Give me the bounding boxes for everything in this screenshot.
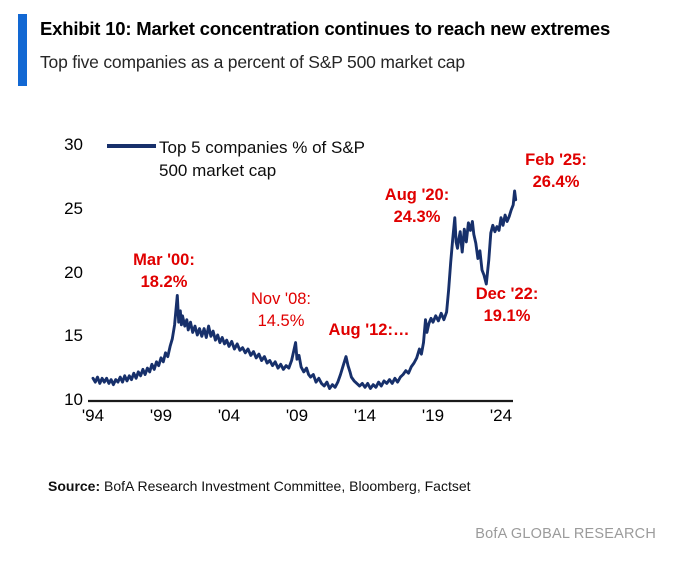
source-label: Source: bbox=[48, 478, 101, 494]
annotation-callout: Nov '08: 14.5% bbox=[250, 290, 312, 330]
y-tick-label: 25 bbox=[64, 198, 83, 218]
y-tick-label: 15 bbox=[64, 326, 83, 346]
y-tick-label: 20 bbox=[64, 262, 83, 282]
x-tick-label: '19 bbox=[421, 406, 445, 425]
annotation-callout: Aug '20: 24.3% bbox=[384, 186, 450, 226]
legend: Top 5 companies % of S&P 500 market cap bbox=[107, 136, 365, 182]
exhibit-accent-bar bbox=[18, 14, 27, 86]
source-text: BofA Research Investment Committee, Bloo… bbox=[100, 478, 471, 494]
series-line bbox=[91, 189, 518, 390]
x-tick-label: '99 bbox=[149, 406, 173, 425]
annotation-callout: Mar '00: 18.2% bbox=[133, 251, 195, 291]
x-tick-label: '09 bbox=[285, 406, 309, 425]
annotation-callout: Feb '25: 26.4% bbox=[525, 151, 587, 191]
exhibit-title: Exhibit 10: Market concentration continu… bbox=[40, 18, 611, 39]
y-tick-label: 10 bbox=[64, 390, 83, 409]
legend-line-sample-icon bbox=[107, 144, 156, 148]
source-note: Source: BofA Research Investment Committ… bbox=[48, 478, 471, 494]
y-tick-label: 30 bbox=[64, 135, 83, 154]
brand-watermark: BofA GLOBAL RESEARCH bbox=[475, 526, 656, 542]
exhibit-subtitle: Top five companies as a percent of S&P 5… bbox=[40, 52, 465, 72]
x-tick-label: '04 bbox=[217, 406, 241, 425]
x-tick-label: '14 bbox=[353, 406, 377, 425]
annotation-callout: Dec '22: 19.1% bbox=[475, 285, 539, 325]
x-tick-label: '24 bbox=[489, 406, 513, 425]
legend-label: Top 5 companies % of S&P 500 market cap bbox=[159, 138, 366, 180]
x-tick-label: '94 bbox=[81, 406, 105, 425]
annotation-callout: Aug '12:… bbox=[328, 321, 410, 339]
